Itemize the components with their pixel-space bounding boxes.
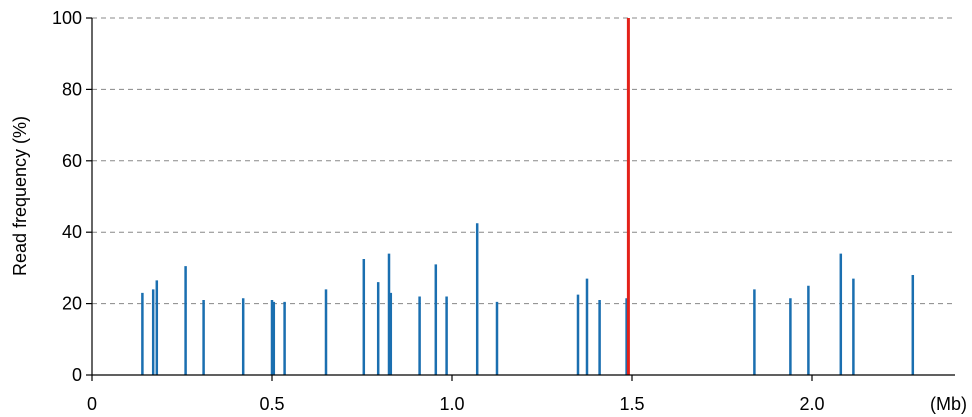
axes	[91, 18, 955, 376]
y-tick-label: 80	[62, 79, 82, 99]
y-tick-label: 20	[62, 294, 82, 314]
x-tick-label: 0	[87, 394, 97, 414]
x-tick-label: 2.0	[799, 394, 824, 414]
y-axis-title: Read frequency (%)	[10, 116, 30, 276]
x-tick-label: 1.0	[439, 394, 464, 414]
bars	[141, 18, 915, 375]
y-tick-label: 0	[72, 365, 82, 385]
x-tick-label: 1.5	[619, 394, 644, 414]
y-tick-label: 100	[52, 8, 82, 28]
x-tick-label: 0.5	[259, 394, 284, 414]
y-tick-label: 40	[62, 222, 82, 242]
y-tick-label: 60	[62, 151, 82, 171]
grid-lines	[92, 17, 955, 305]
x-axis-unit: (Mb)	[930, 394, 967, 414]
y-tick-labels: 0 20 40 60 80 100	[52, 8, 92, 385]
x-tick-labels: 0 0.5 1.0 1.5 2.0	[87, 375, 825, 414]
